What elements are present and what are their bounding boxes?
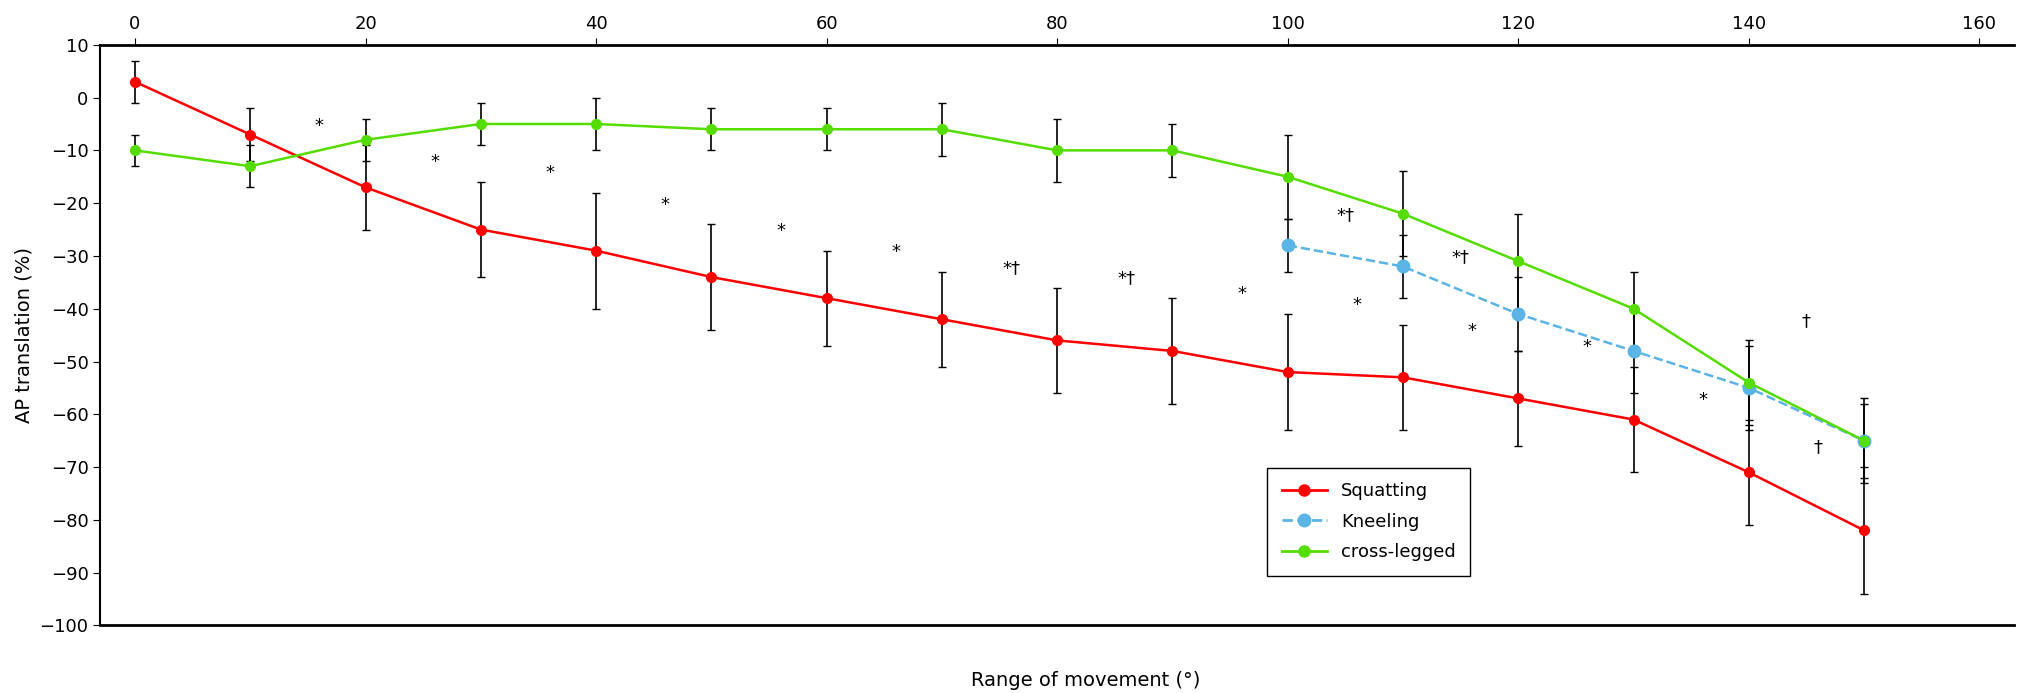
Text: *: * xyxy=(430,153,438,171)
Text: *: * xyxy=(891,243,901,261)
Text: *: * xyxy=(314,116,325,134)
Text: *: * xyxy=(775,222,785,240)
Text: *: * xyxy=(1238,286,1246,304)
Text: *: * xyxy=(546,164,554,182)
Text: *: * xyxy=(1353,296,1361,314)
Text: †: † xyxy=(1802,312,1812,330)
Text: *†: *† xyxy=(1451,249,1469,267)
Text: *: * xyxy=(661,195,670,213)
Text: †: † xyxy=(1814,439,1822,457)
Text: *: * xyxy=(1698,391,1706,409)
Text: *†: *† xyxy=(1002,259,1021,277)
Y-axis label: AP translation (%): AP translation (%) xyxy=(14,247,34,423)
Text: *†: *† xyxy=(1118,270,1136,288)
Text: *: * xyxy=(1583,338,1593,356)
Text: *†: *† xyxy=(1337,207,1355,225)
Legend: Squatting, Kneeling, cross-legged: Squatting, Kneeling, cross-legged xyxy=(1268,468,1471,576)
Text: Range of movement (°): Range of movement (°) xyxy=(970,671,1201,690)
Text: *: * xyxy=(1467,322,1477,340)
